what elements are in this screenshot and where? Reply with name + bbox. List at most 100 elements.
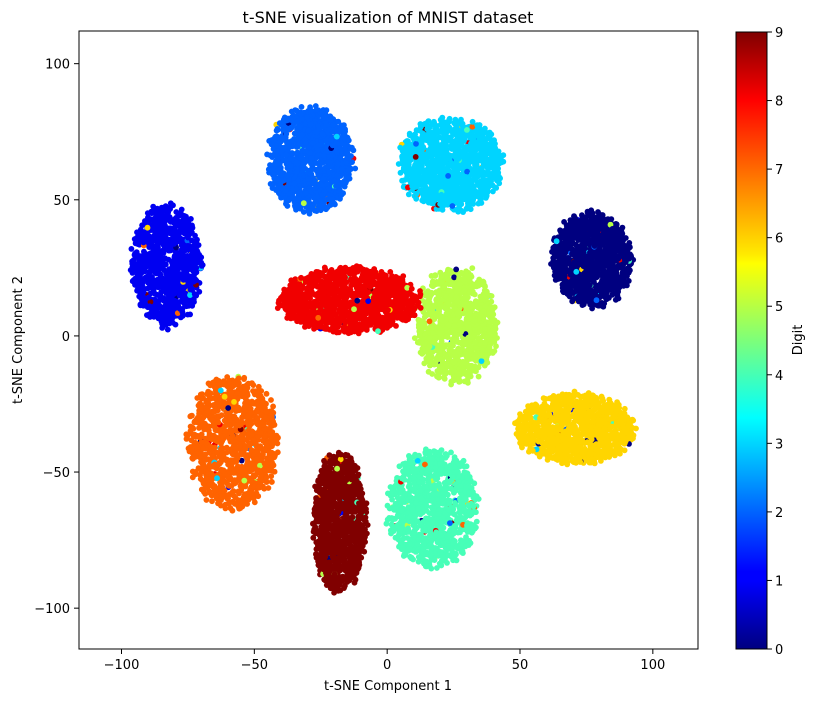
point-digit-1 [161, 282, 168, 289]
point-digit-2 [269, 171, 276, 178]
point-digit-2 [345, 167, 352, 174]
point-digit-2 [327, 202, 334, 208]
point-digit-1 [182, 302, 189, 309]
point-digit-2 [335, 118, 342, 125]
point-digit-0 [600, 230, 607, 237]
point-digit-3 [425, 199, 432, 206]
point-digit-0 [581, 297, 587, 303]
point-digit-3 [461, 138, 467, 145]
point-digit-3 [402, 177, 408, 183]
point-digit-0 [604, 282, 611, 289]
point-digit-0 [602, 247, 609, 254]
point-digit-4 [388, 530, 394, 537]
point-digit-3 [409, 183, 416, 190]
point-digit-2 [340, 190, 346, 197]
point-digit-3 [452, 184, 458, 191]
point-digit-3 [400, 157, 407, 164]
point-digit-3 [416, 127, 423, 134]
point-digit-1 [189, 229, 195, 236]
point-digit-1 [166, 246, 173, 253]
point-digit-1 [145, 294, 152, 301]
point-digit-0 [585, 282, 591, 289]
point-digit-1 [142, 268, 148, 275]
point-digit-2 [314, 129, 320, 136]
point-digit-3 [460, 209, 466, 216]
point-digit-3 [480, 177, 487, 184]
point-digit-1 [128, 246, 135, 252]
point-digit-0 [584, 290, 591, 297]
point-digit-2 [305, 127, 312, 134]
point-digit-3 [455, 199, 461, 206]
point-digit-2 [335, 173, 342, 179]
point-digit-3 [445, 184, 452, 191]
point-digit-1 [190, 278, 197, 285]
point-digit-3 [482, 125, 488, 132]
point-digit-2 [282, 157, 289, 164]
point-digit-0 [590, 277, 597, 284]
point-digit-2 [320, 152, 327, 159]
point-digit-3 [487, 156, 493, 163]
point-digit-3 [459, 190, 466, 197]
point-digit-3 [412, 154, 419, 160]
point-digit-0 [574, 258, 580, 265]
point-digit-1 [133, 266, 140, 273]
point-digit-1 [140, 293, 146, 300]
point-digit-3 [419, 147, 425, 154]
point-digit-3 [483, 195, 489, 201]
point-digit-0 [601, 300, 608, 307]
point-digit-1 [156, 221, 163, 228]
point-digit-0 [598, 212, 605, 219]
point-digit-0 [553, 238, 560, 245]
point-digit-0 [598, 285, 604, 292]
point-digit-3 [479, 168, 485, 175]
point-digit-1 [189, 237, 195, 244]
point-digit-0 [563, 260, 570, 266]
point-digit-3 [476, 122, 483, 128]
point-digit-0 [573, 268, 580, 275]
point-digit-2 [287, 163, 294, 169]
point-digit-0 [572, 215, 579, 222]
point-digit-3 [474, 173, 481, 180]
point-digit-2 [333, 183, 339, 189]
point-digit-1 [165, 209, 172, 216]
point-digit-1 [162, 242, 169, 249]
point-digit-0 [571, 289, 578, 295]
point-digit-1 [169, 290, 176, 297]
point-digit-3 [457, 148, 464, 155]
point-digit-1 [173, 209, 180, 215]
point-digit-2 [273, 148, 280, 155]
point-digit-2 [343, 174, 350, 181]
point-digit-1 [173, 232, 180, 239]
point-digit-0 [579, 235, 586, 242]
point-digit-3 [449, 203, 456, 209]
point-digit-0 [564, 267, 571, 274]
point-digit-0 [618, 273, 625, 280]
point-digit-2 [345, 155, 352, 162]
point-digit-3 [465, 152, 471, 159]
point-digit-0 [596, 264, 603, 271]
point-digit-2 [296, 140, 303, 147]
point-digit-1 [140, 299, 146, 305]
point-digit-3 [459, 143, 466, 150]
point-digit-1 [186, 243, 193, 250]
point-digit-3 [468, 171, 475, 178]
point-digit-0 [586, 237, 592, 244]
point-digit-3 [456, 163, 463, 170]
point-digit-0 [594, 253, 601, 260]
point-digit-1 [171, 281, 178, 288]
point-digit-1 [148, 210, 155, 217]
point-digit-1 [171, 241, 177, 247]
point-digit-2 [285, 126, 292, 133]
point-digit-2 [276, 120, 283, 127]
point-digit-3 [496, 160, 503, 167]
point-digit-1 [157, 238, 164, 244]
point-digit-2 [308, 107, 315, 114]
point-digit-3 [449, 178, 455, 185]
point-digit-1 [185, 278, 191, 285]
point-digit-3 [463, 196, 470, 203]
point-digit-1 [165, 278, 172, 284]
point-digit-1 [158, 212, 165, 219]
point-digit-0 [609, 230, 616, 237]
point-digit-2 [335, 161, 341, 168]
point-digit-0 [596, 240, 603, 247]
